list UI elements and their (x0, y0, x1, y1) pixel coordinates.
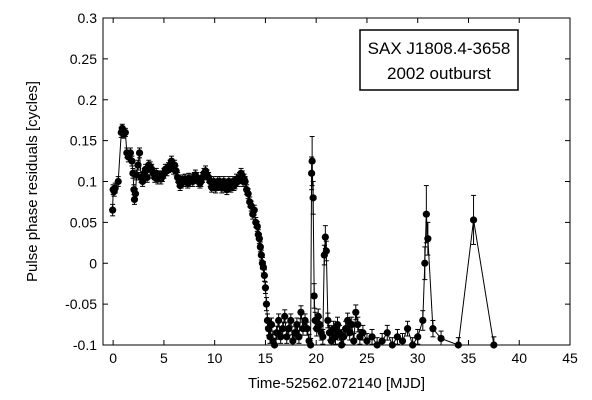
data-point (109, 206, 117, 214)
data-point (301, 316, 309, 325)
data-point (277, 333, 285, 341)
data-point (429, 325, 437, 333)
x-tick-label: 40 (511, 350, 527, 366)
annotation-frame (359, 29, 519, 91)
data-point (322, 247, 330, 255)
x-axis-title: Time-52562.072140 [MJD] (248, 375, 425, 392)
data-point (267, 320, 276, 329)
y-tick-label: 0.05 (70, 214, 97, 230)
data-point (250, 206, 258, 214)
data-point (255, 235, 263, 243)
data-point (287, 316, 295, 325)
data-point (424, 235, 432, 243)
data-point (289, 337, 297, 345)
data-point (316, 320, 324, 329)
y-tick-label: 0.15 (70, 133, 97, 149)
data-point (359, 329, 367, 337)
x-tick-label: 25 (359, 350, 375, 366)
data-point (310, 292, 318, 300)
data-point (244, 190, 252, 198)
data-point (437, 334, 445, 343)
data-point (354, 320, 362, 329)
x-axis-ticks: 0 5 10 15 20 25 30 35 40 45 (109, 18, 578, 366)
data-point (321, 233, 329, 241)
x-tick-label: 45 (562, 350, 578, 366)
data-point (257, 251, 265, 259)
data-point (283, 333, 291, 341)
data-point (262, 300, 271, 308)
x-tick-label: 5 (160, 350, 168, 366)
data-point (128, 157, 136, 165)
data-point (414, 333, 422, 341)
data-point (111, 184, 119, 192)
x-tick-label: 10 (207, 350, 223, 366)
x-tick-label: 20 (308, 350, 324, 366)
data-point (419, 316, 427, 325)
data-point (308, 169, 316, 177)
data-point (170, 161, 179, 169)
annotation-line-source: SAX J1808.4-3658 (368, 39, 511, 58)
data-point (126, 149, 135, 157)
data-point (403, 325, 412, 333)
y-tick-label: -0.05 (65, 296, 97, 312)
y-tick-label: 0 (89, 255, 97, 271)
data-point (295, 333, 303, 341)
data-point (469, 216, 478, 224)
data-point (309, 194, 317, 202)
data-point (285, 325, 293, 333)
data-point (297, 308, 305, 316)
data-point (324, 316, 332, 325)
data-point (378, 337, 386, 345)
data-point (383, 329, 391, 337)
y-axis-title: Pulse phase residuals [cycles] (24, 81, 41, 282)
y-tick-label: -0.1 (73, 337, 97, 353)
data-point (121, 128, 129, 137)
y-tick-label: 0.1 (78, 174, 98, 190)
data-point (314, 312, 322, 320)
data-point (260, 271, 269, 280)
data-point (281, 312, 289, 320)
annotation-box: SAX J1808.4-3658 2002 outburst (359, 29, 519, 91)
data-points (109, 124, 498, 349)
data-point (346, 329, 354, 337)
data-point (172, 167, 180, 175)
data-point (131, 190, 140, 198)
data-point (279, 325, 287, 333)
data-point (143, 173, 151, 182)
data-point (135, 149, 144, 157)
data-point (241, 177, 249, 186)
data-point (130, 195, 139, 204)
data-point (275, 316, 283, 325)
data-point (352, 308, 360, 316)
data-point (333, 320, 342, 329)
data-point (340, 333, 348, 341)
x-tick-label: 30 (410, 350, 426, 366)
x-tick-label: 15 (258, 350, 274, 366)
data-point (256, 243, 264, 251)
data-point (421, 259, 429, 267)
data-point (134, 161, 142, 169)
annotation-line-outburst: 2002 outburst (387, 64, 491, 83)
data-point (398, 337, 407, 345)
data-point (319, 333, 327, 341)
data-point (350, 337, 358, 345)
data-point (259, 263, 268, 271)
data-point (261, 284, 270, 292)
y-axis-ticks: -0.1 -0.05 0 0.05 0.1 0.15 0.2 0.25 0.3 (65, 10, 570, 353)
y-tick-label: 0.25 (70, 51, 97, 67)
data-point (253, 222, 261, 231)
y-tick-label: 0.3 (78, 10, 98, 26)
data-point (368, 333, 376, 341)
y-tick-label: 0.2 (78, 92, 98, 108)
data-point (293, 320, 301, 329)
x-tick-label: 35 (461, 350, 477, 366)
data-point (303, 325, 311, 333)
data-point (348, 320, 356, 329)
x-tick-label: 0 (109, 350, 117, 366)
data-point (422, 210, 430, 218)
data-point (308, 157, 316, 165)
data-point (114, 177, 122, 186)
data-point (393, 333, 402, 341)
